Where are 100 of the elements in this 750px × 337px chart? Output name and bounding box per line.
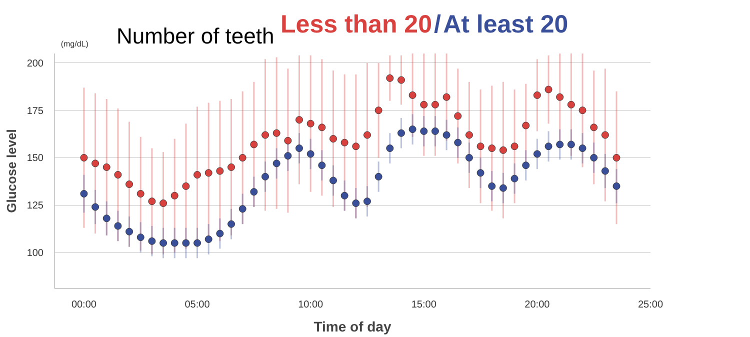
y-tick-label: 100 xyxy=(26,248,44,259)
point xyxy=(216,230,224,238)
point xyxy=(136,190,144,198)
point xyxy=(420,127,428,135)
point xyxy=(454,112,462,120)
point xyxy=(544,142,552,150)
point xyxy=(567,100,575,108)
point xyxy=(578,144,586,152)
point xyxy=(329,135,337,143)
point xyxy=(204,169,212,177)
x-tick-label: 25:00 xyxy=(638,300,664,310)
point xyxy=(488,144,496,152)
point xyxy=(340,192,348,200)
point xyxy=(102,214,110,222)
point xyxy=(499,146,507,154)
point xyxy=(533,150,541,158)
point xyxy=(170,239,178,247)
point xyxy=(114,171,122,179)
point xyxy=(126,228,134,236)
point xyxy=(148,237,156,245)
point xyxy=(295,116,303,124)
point xyxy=(386,74,394,82)
point xyxy=(488,182,496,190)
point xyxy=(250,140,258,148)
point xyxy=(476,169,484,177)
point xyxy=(170,192,178,200)
point xyxy=(92,203,100,211)
point xyxy=(510,142,518,150)
point xyxy=(408,91,416,99)
point xyxy=(590,124,598,132)
point xyxy=(374,172,382,180)
point xyxy=(408,126,416,134)
point xyxy=(522,122,530,130)
point xyxy=(363,198,371,206)
point xyxy=(352,199,360,207)
point xyxy=(92,160,100,168)
point xyxy=(499,184,507,192)
point xyxy=(476,142,484,150)
point xyxy=(262,172,270,180)
point xyxy=(272,129,280,137)
point xyxy=(420,100,428,108)
point xyxy=(182,239,190,247)
point xyxy=(556,93,564,101)
point xyxy=(160,199,168,207)
point xyxy=(194,239,202,247)
point xyxy=(612,154,620,162)
point xyxy=(194,171,202,179)
y-tick-label: 200 xyxy=(26,58,44,70)
series-label: Less than 20 xyxy=(280,10,432,38)
point xyxy=(80,190,88,198)
x-tick-label: 05:00 xyxy=(184,300,210,310)
point xyxy=(295,144,303,152)
point xyxy=(238,154,246,162)
point xyxy=(136,234,144,242)
point xyxy=(228,220,236,228)
text: / xyxy=(434,10,442,38)
point xyxy=(238,205,246,213)
point xyxy=(306,150,314,158)
point xyxy=(556,140,564,148)
point xyxy=(442,131,450,139)
point xyxy=(329,176,337,184)
point xyxy=(262,131,270,139)
point xyxy=(340,138,348,146)
x-tick-label: 20:00 xyxy=(524,300,550,310)
point xyxy=(431,100,439,108)
y-tick-label: 175 xyxy=(26,106,44,117)
text: (mg/dL) xyxy=(60,40,89,48)
point xyxy=(182,182,190,190)
point xyxy=(601,167,609,175)
point xyxy=(148,198,156,206)
point xyxy=(126,180,134,188)
x-tick-label: 00:00 xyxy=(71,300,97,310)
point xyxy=(442,93,450,101)
point xyxy=(397,129,405,137)
y-tick-label: 125 xyxy=(26,200,44,212)
point xyxy=(612,182,620,190)
point xyxy=(397,76,405,84)
point xyxy=(578,106,586,114)
point xyxy=(522,162,530,170)
point xyxy=(204,235,212,243)
point xyxy=(318,124,326,132)
point xyxy=(250,188,258,196)
point xyxy=(306,120,314,128)
point xyxy=(352,142,360,150)
point xyxy=(567,140,575,148)
point xyxy=(160,239,168,247)
point xyxy=(80,154,88,162)
x-axis-title: Time of day xyxy=(314,318,392,334)
point xyxy=(284,152,292,160)
point xyxy=(374,106,382,114)
point xyxy=(590,154,598,162)
point xyxy=(228,163,236,171)
point xyxy=(601,131,609,139)
point xyxy=(284,136,292,144)
y-tick-label: 150 xyxy=(26,153,44,164)
x-tick-label: 15:00 xyxy=(411,300,437,310)
point xyxy=(465,154,473,162)
point xyxy=(386,144,394,152)
point xyxy=(216,167,224,175)
point xyxy=(318,162,326,170)
